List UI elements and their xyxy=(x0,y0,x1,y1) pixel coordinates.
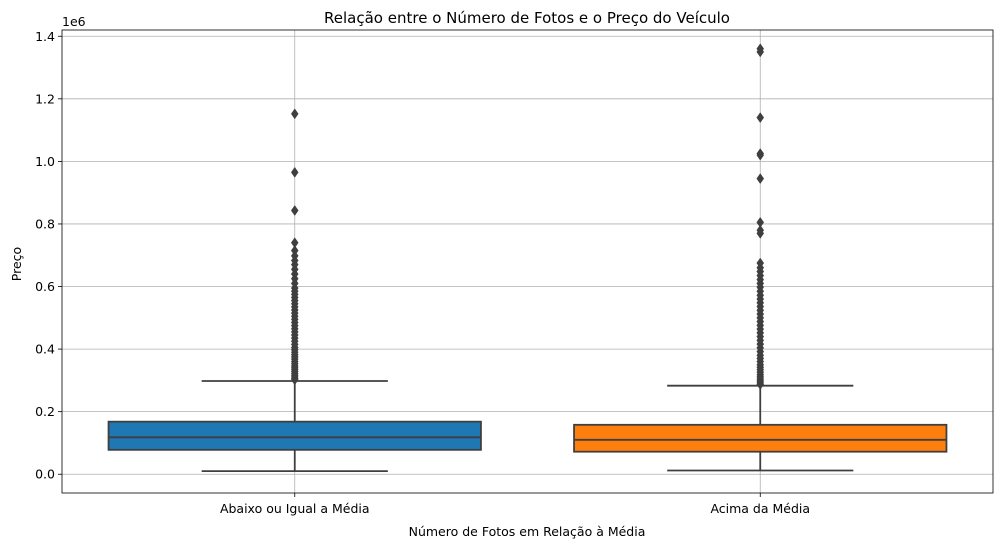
outlier-point xyxy=(290,108,299,120)
y-tick-label: 0.2 xyxy=(35,404,55,419)
y-tick-label: 0.8 xyxy=(35,216,55,231)
outlier-point xyxy=(756,173,765,185)
y-tick-label: 0.4 xyxy=(35,342,55,357)
x-tick-label: Abaixo ou Igual a Média xyxy=(220,501,370,516)
y-tick-label: 0.6 xyxy=(35,279,55,294)
y-tick-label: 0.0 xyxy=(35,467,55,482)
outlier-point xyxy=(290,166,299,178)
x-tick-label: Acima da Média xyxy=(710,501,810,516)
chart-title: Relação entre o Número de Fotos e o Preç… xyxy=(324,9,730,27)
outlier-point xyxy=(756,112,765,124)
y-offset-label: 1e6 xyxy=(62,14,86,29)
axes-frame xyxy=(61,29,994,494)
outlier-point xyxy=(756,379,765,390)
outlier-point xyxy=(290,374,299,386)
y-tick-label: 1.0 xyxy=(35,154,55,169)
outlier-point xyxy=(756,46,765,58)
outlier-point xyxy=(756,227,765,239)
plot-area: 0.0 0.2 0.4 0.6 0.8 1.0 1.2 1.4 Abaixo ou Igual … xyxy=(35,29,994,516)
outlier-point xyxy=(290,205,299,216)
y-axis-label: Preço xyxy=(9,247,24,281)
x-axis-label: Número de Fotos em Relação à Média xyxy=(409,524,646,539)
box-iqr xyxy=(573,423,948,453)
outlier-point xyxy=(756,149,765,161)
box-iqr xyxy=(107,420,482,451)
y-tick-label: 1.2 xyxy=(35,91,55,106)
y-tick-label: 1.4 xyxy=(35,29,55,44)
